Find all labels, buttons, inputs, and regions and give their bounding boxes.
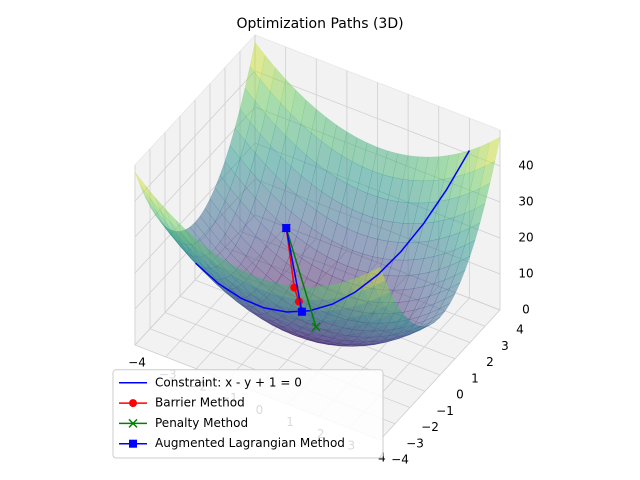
series-line <box>195 150 471 313</box>
marker <box>297 307 306 316</box>
y-tick-label: 3 <box>501 339 509 353</box>
surface-patch <box>399 320 416 330</box>
grid-line <box>254 70 501 167</box>
legend-marker <box>128 418 138 428</box>
paths <box>195 150 471 332</box>
surface-patch <box>444 282 461 300</box>
surface-patch <box>394 315 411 327</box>
surface-patch <box>404 324 421 332</box>
legend-marker <box>129 399 137 408</box>
z-tick-label: 10 <box>518 267 533 281</box>
surface-patch <box>374 279 391 298</box>
surface-patch <box>384 301 401 316</box>
series-line <box>285 227 317 328</box>
legend-marker <box>129 439 137 448</box>
marker <box>282 224 291 233</box>
grid-line <box>134 70 256 202</box>
x-tick-label: −4 <box>128 356 146 370</box>
series-line <box>285 227 303 312</box>
y-tick-label: −4 <box>391 453 409 467</box>
legend: Constraint: x - y + 1 = 0 Barrier Method P… <box>112 369 384 459</box>
surface-patch <box>408 326 426 332</box>
y-tick-label: −1 <box>436 404 454 418</box>
series-line <box>285 228 303 312</box>
legend-label: Augmented Lagrangian Method <box>155 436 345 450</box>
surface-patch <box>389 309 406 322</box>
y-tick-label: −2 <box>421 420 439 434</box>
legend-label: Penalty Method <box>155 416 248 430</box>
z-tick-label: 40 <box>518 159 533 173</box>
marker <box>311 322 321 332</box>
y-tick-label: 4 <box>516 323 524 337</box>
z-tick-label: 20 <box>518 231 533 245</box>
y-tick-label: −3 <box>406 436 424 450</box>
legend-box <box>112 369 384 459</box>
surface-patch <box>379 291 396 307</box>
z-tick-label: 30 <box>518 195 533 209</box>
y-tick-label: 2 <box>486 355 494 369</box>
legend-label: Constraint: x - y + 1 = 0 <box>155 375 302 389</box>
surface <box>134 41 501 347</box>
surface-patch <box>454 255 471 277</box>
surface-patch <box>449 269 466 289</box>
marker <box>290 283 299 292</box>
z-tick-label: 0 <box>522 303 530 317</box>
grid-line <box>179 295 426 392</box>
legend-label: Barrier Method <box>155 396 245 410</box>
y-tick-label: 0 <box>456 388 464 402</box>
y-tick-label: 1 <box>471 371 479 385</box>
chart-title: Optimization Paths (3D) <box>236 16 403 32</box>
